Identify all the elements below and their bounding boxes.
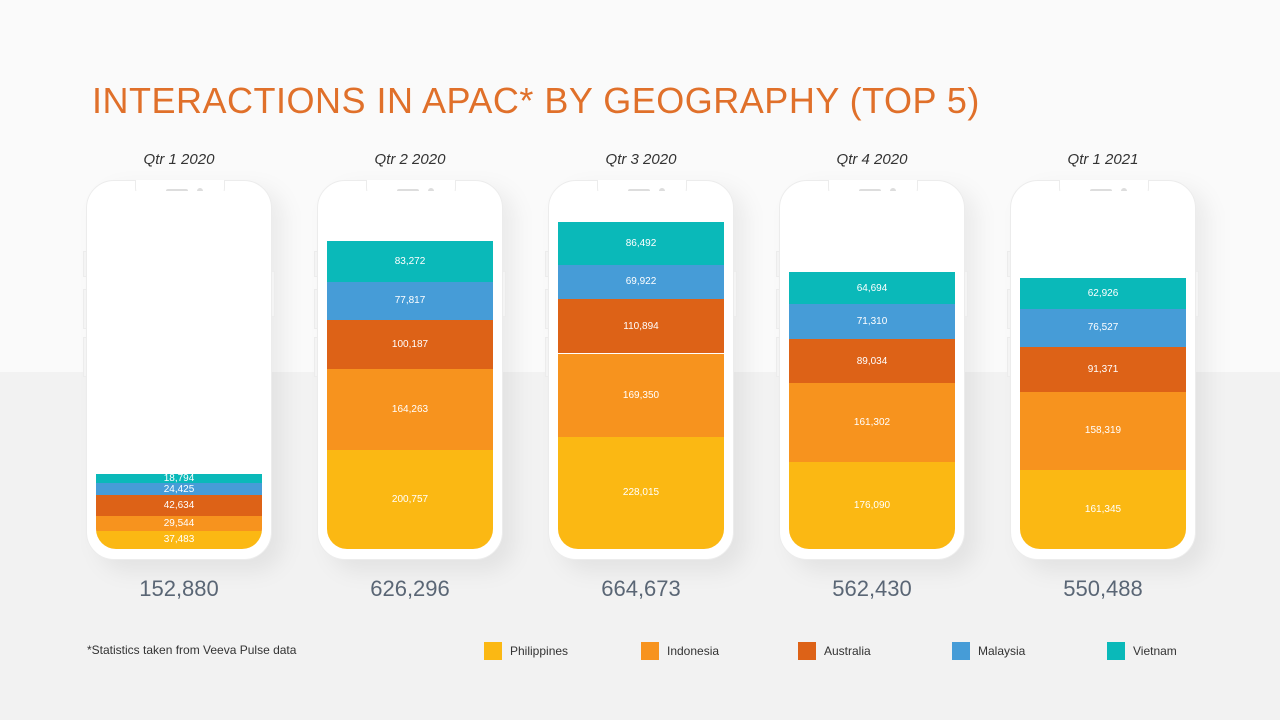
bar-segment-australia: 91,371: [1020, 346, 1186, 392]
legend-label: Vietnam: [1133, 644, 1177, 658]
total-value: 562,430: [832, 576, 912, 601]
quarter-label: Qtr 2 2020: [374, 151, 446, 168]
side-button: [545, 289, 549, 329]
total-value: 626,296: [370, 576, 450, 601]
side-button: [314, 251, 318, 277]
side-button: [314, 337, 318, 377]
legend-swatch: [952, 642, 970, 660]
bar-segment-vietnam: 62,926: [1020, 278, 1186, 310]
bar-segment-malaysia: 69,922: [558, 264, 724, 299]
legend-label: Malaysia: [978, 644, 1026, 658]
bar-segment-philippines: 228,015: [558, 436, 724, 549]
bar-segment-vietnam: 83,272: [327, 240, 493, 282]
bar-segment-malaysia: 24,425: [96, 483, 262, 496]
bar-segment-malaysia: 76,527: [1020, 309, 1186, 347]
legend-label: Philippines: [510, 644, 569, 658]
side-button: [1007, 251, 1011, 277]
bar-segment-indonesia: 169,350: [558, 353, 724, 437]
side-button: [271, 271, 275, 317]
bar-segment-indonesia: 164,263: [327, 369, 493, 451]
bar-segment-australia: 110,894: [558, 298, 724, 354]
side-button: [1195, 271, 1199, 317]
legend-item-australia: Australia: [798, 642, 871, 660]
total-value: 152,880: [139, 576, 219, 601]
side-button: [776, 251, 780, 277]
bar-segment-australia: 42,634: [96, 495, 262, 517]
page-title: INTERACTIONS IN APAC* BY GEOGRAPHY (TOP …: [92, 80, 980, 121]
side-button: [545, 337, 549, 377]
phone-screen: 176,090 161,302 89,034 71,310 64,694: [789, 191, 955, 549]
bar-segment-philippines: 200,757: [327, 450, 493, 549]
quarter-label: Qtr 3 2020: [605, 151, 677, 168]
legend-item-philippines: Philippines: [484, 642, 568, 660]
legend-swatch: [641, 642, 659, 660]
side-button: [314, 289, 318, 329]
bar-segment-vietnam: 64,694: [789, 272, 955, 305]
phone-frame: 200,757 164,263 100,187 77,817 83,272: [314, 180, 506, 560]
legend-swatch: [798, 642, 816, 660]
side-button: [964, 271, 968, 317]
phone-frame: 176,090 161,302 89,034 71,310 64,694: [776, 180, 968, 560]
side-button: [83, 251, 87, 277]
legend-item-indonesia: Indonesia: [641, 642, 719, 660]
quarter-label: Qtr 1 2021: [1067, 151, 1139, 168]
side-button: [83, 289, 87, 329]
legend-swatch: [484, 642, 502, 660]
bar-segment-philippines: 37,483: [96, 530, 262, 549]
side-button: [776, 337, 780, 377]
phone-frame: 37,483 29,544 42,634 24,425 18,794: [83, 180, 275, 560]
bar-segment-vietnam: 18,794: [96, 473, 262, 484]
side-button: [733, 271, 737, 317]
bar-segment-indonesia: 158,319: [1020, 391, 1186, 470]
bar-segment-vietnam: 86,492: [558, 222, 724, 265]
phone-screen: 161,345 158,319 91,371 76,527 62,926: [1020, 191, 1186, 549]
legend-label: Australia: [824, 644, 871, 658]
bar-segment-philippines: 161,345: [1020, 469, 1186, 549]
total-value: 550,488: [1063, 576, 1143, 601]
side-button: [1007, 289, 1011, 329]
bar-segment-malaysia: 71,310: [789, 304, 955, 340]
quarter-label: Qtr 1 2020: [143, 151, 215, 168]
side-button: [1007, 337, 1011, 377]
side-button: [545, 251, 549, 277]
bar-segment-indonesia: 161,302: [789, 383, 955, 463]
quarter-label: Qtr 4 2020: [836, 151, 908, 168]
legend-item-vietnam: Vietnam: [1107, 642, 1177, 660]
phone-screen: 37,483 29,544 42,634 24,425 18,794: [96, 191, 262, 549]
side-button: [83, 337, 87, 377]
bar-segment-malaysia: 77,817: [327, 281, 493, 321]
phone-frame: 228,015 169,350 110,894 69,922 86,492: [545, 180, 737, 560]
bar-segment-indonesia: 29,544: [96, 516, 262, 531]
bar-segment-australia: 100,187: [327, 320, 493, 370]
phone-screen: 228,015 169,350 110,894 69,922 86,492: [558, 191, 724, 549]
legend-item-malaysia: Malaysia: [952, 642, 1025, 660]
legend-label: Indonesia: [667, 644, 720, 658]
bar-segment-australia: 89,034: [789, 339, 955, 383]
legend-swatch: [1107, 642, 1125, 660]
footnote: *Statistics taken from Veeva Pulse data: [87, 643, 297, 657]
total-value: 664,673: [601, 576, 681, 601]
phone-screen: 200,757 164,263 100,187 77,817 83,272: [327, 191, 493, 549]
phone-frame: 161,345 158,319 91,371 76,527 62,926: [1007, 180, 1199, 560]
bar-segment-philippines: 176,090: [789, 462, 955, 549]
side-button: [776, 289, 780, 329]
side-button: [502, 271, 506, 317]
